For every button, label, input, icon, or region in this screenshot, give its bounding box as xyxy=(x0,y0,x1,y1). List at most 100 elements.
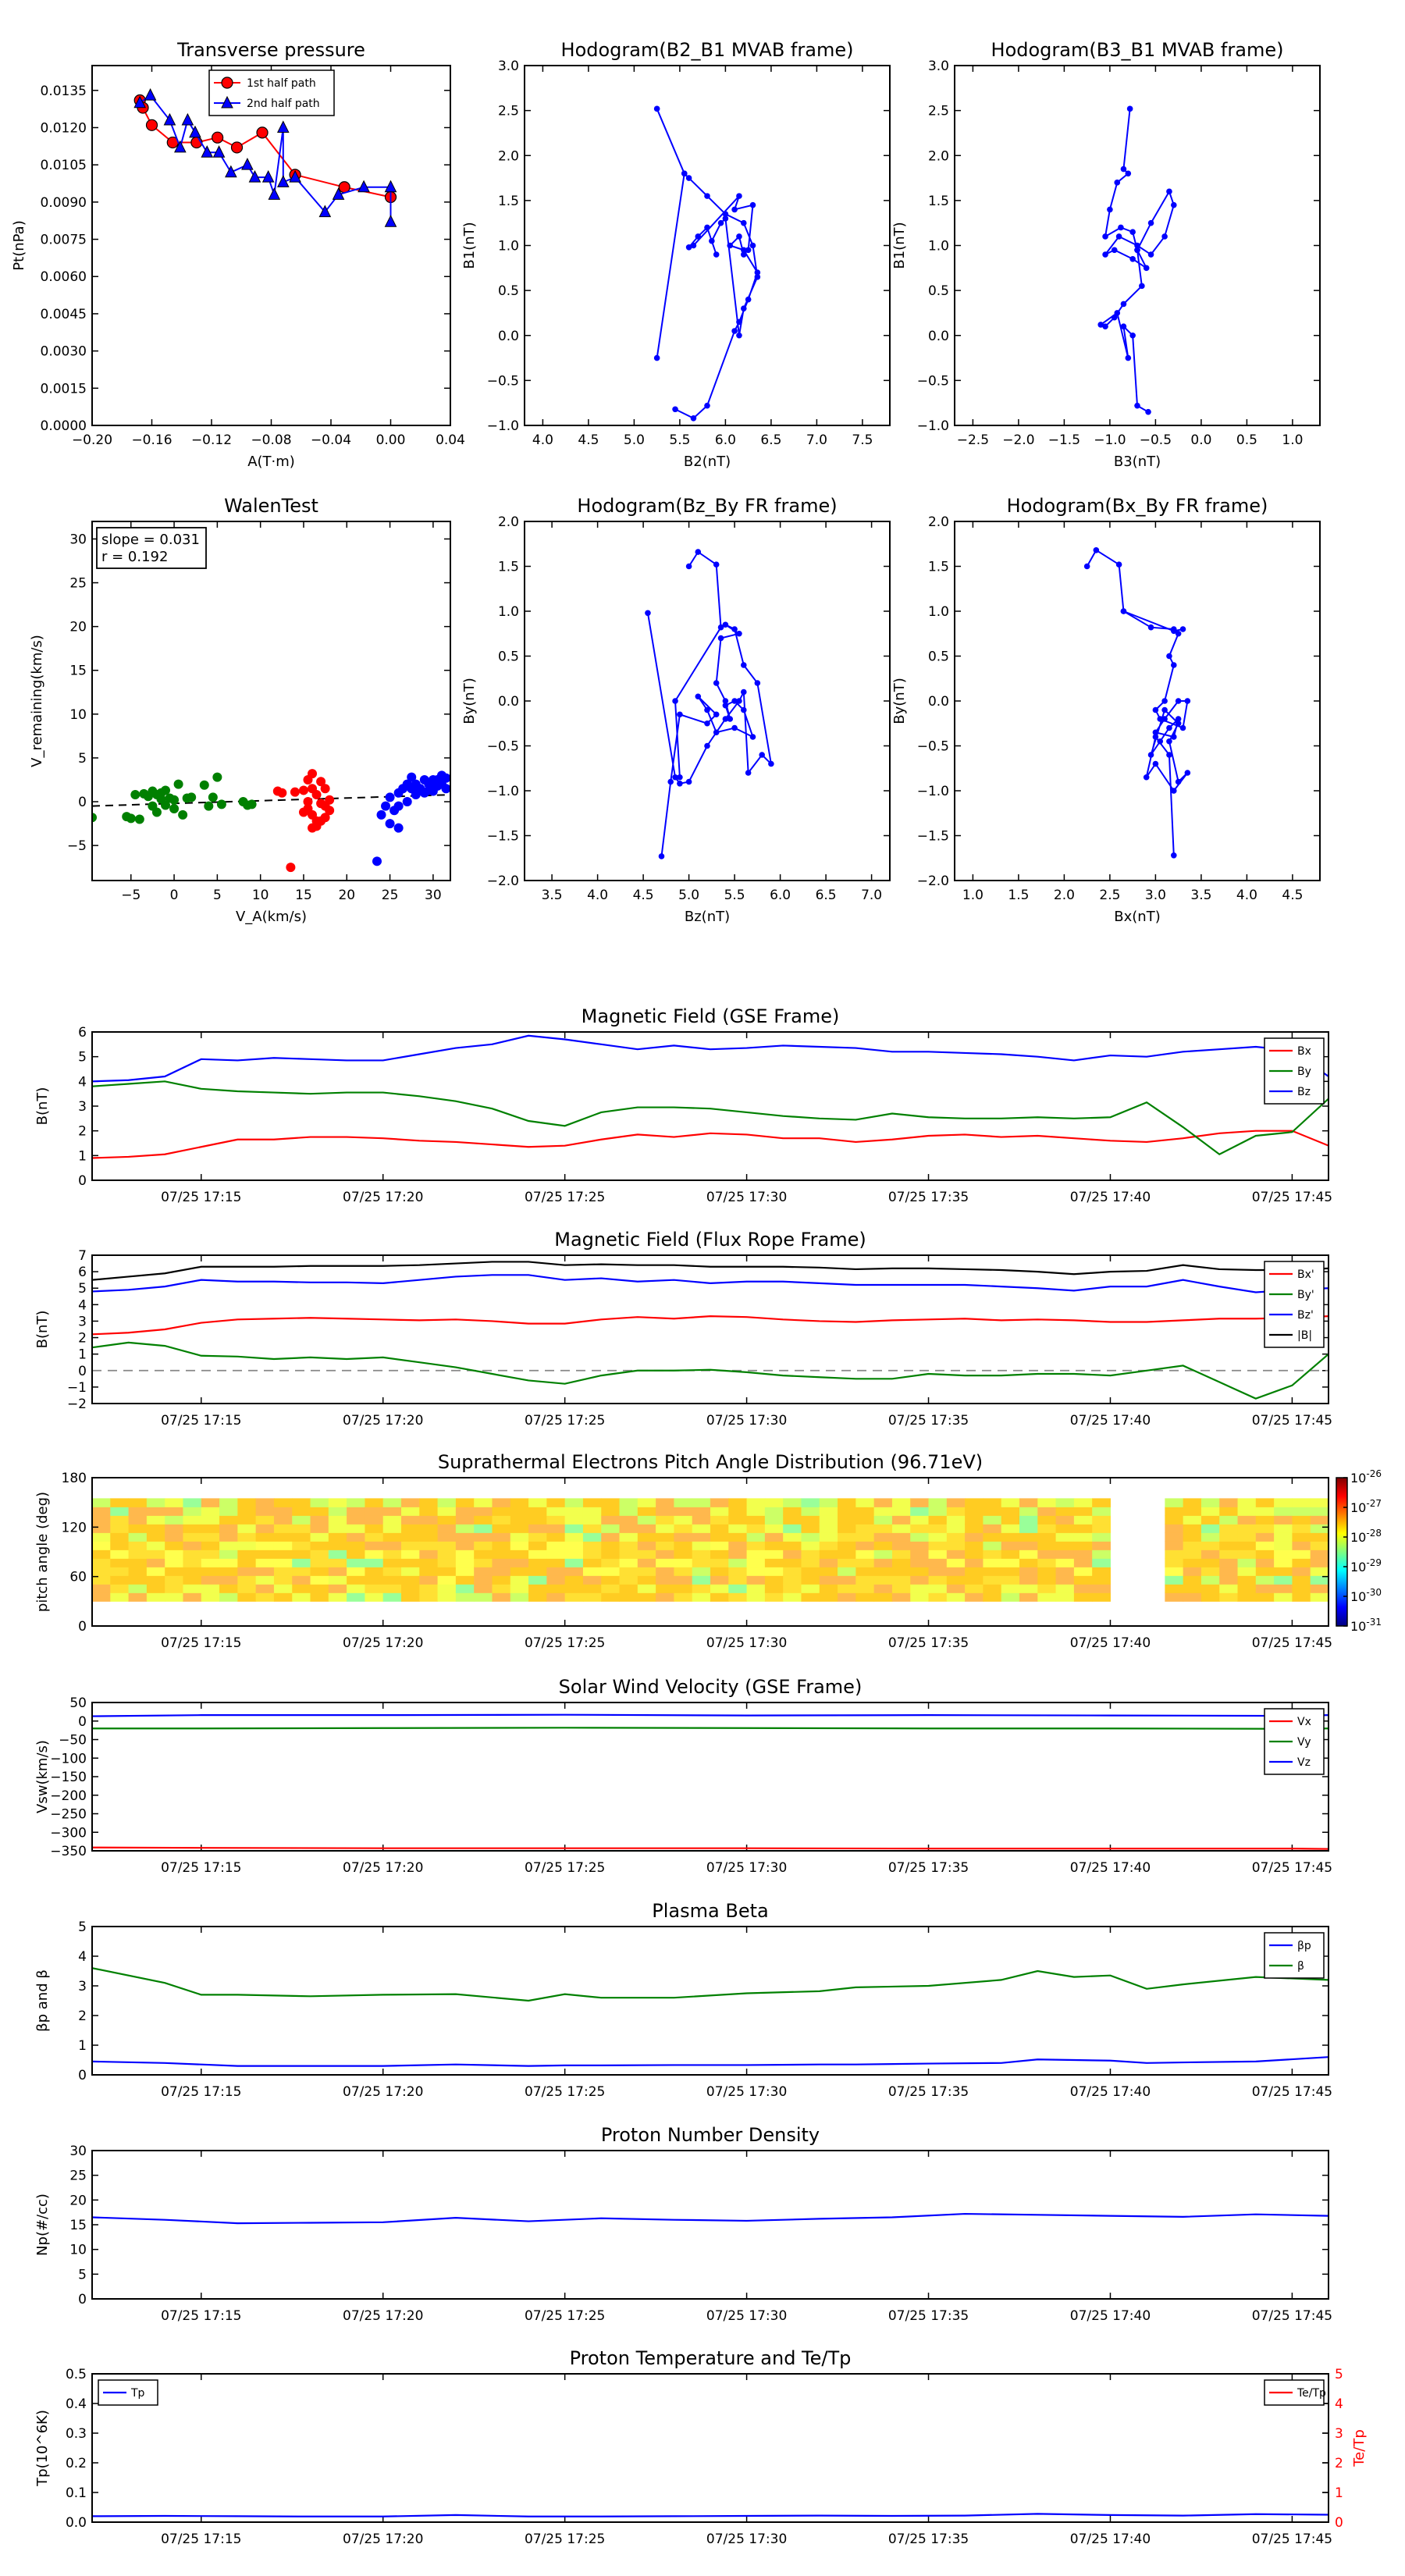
x-tick-label: 07/25 17:25 xyxy=(525,1860,605,1876)
heatmap-cell xyxy=(219,1584,238,1593)
heatmap-cell xyxy=(838,1592,856,1602)
heatmap-cell xyxy=(1237,1532,1257,1542)
data-point xyxy=(187,792,197,802)
heatmap-cell xyxy=(528,1575,547,1585)
y-axis-label: B(nT) xyxy=(34,1087,51,1126)
heatmap-cell xyxy=(1001,1498,1020,1507)
heatmap-cell xyxy=(1055,1532,1075,1542)
legend: Te/Tp xyxy=(1264,2379,1326,2406)
y-tick-label: 7 xyxy=(78,1248,87,1264)
legend-label: Te/Tp xyxy=(1297,2387,1326,2400)
heatmap-cell xyxy=(965,1575,984,1585)
y-tick-label: 6 xyxy=(78,1265,87,1280)
data-point xyxy=(1114,180,1121,186)
legend-label: Tp xyxy=(130,2387,145,2400)
legend-label: Bx xyxy=(1297,1045,1311,1058)
y-tick-label: −1.0 xyxy=(917,418,949,434)
data-point xyxy=(151,807,162,817)
heatmap-cell xyxy=(1219,1592,1239,1602)
colorbar-bar xyxy=(1336,1477,1348,1627)
heatmap-cell xyxy=(128,1498,148,1507)
data-point xyxy=(704,742,710,749)
data-point xyxy=(713,680,720,686)
data-point xyxy=(722,716,729,722)
heatmap-cell xyxy=(983,1532,1002,1542)
heatmap-cell xyxy=(946,1575,966,1585)
data-point xyxy=(749,242,756,249)
heatmap-cell xyxy=(891,1498,911,1507)
heatmap-cell xyxy=(1274,1584,1293,1593)
x-tick-label: 07/25 17:35 xyxy=(888,1635,969,1651)
heatmap-cell xyxy=(455,1567,475,1576)
heatmap-cell xyxy=(801,1558,820,1567)
series-line xyxy=(1086,549,1189,856)
heatmap-cell xyxy=(1237,1558,1257,1567)
heatmap-cell xyxy=(692,1524,711,1533)
heatmap-cell xyxy=(1037,1515,1057,1525)
heatmap-cell xyxy=(273,1575,293,1585)
data-point xyxy=(759,752,765,758)
data-point xyxy=(1166,724,1172,731)
heatmap-cell xyxy=(546,1541,566,1550)
heatmap-cell xyxy=(710,1550,729,1559)
data-point xyxy=(1129,332,1136,339)
y-tick-label: 15 xyxy=(69,2218,87,2233)
heatmap-cell xyxy=(1292,1507,1311,1516)
colorbar-tick-label: 10-30 xyxy=(1350,1587,1382,1604)
heatmap-cell xyxy=(419,1592,439,1602)
data-point xyxy=(709,237,715,244)
annotation-frame xyxy=(96,527,207,569)
heatmap-cell xyxy=(1292,1524,1311,1533)
data-point xyxy=(225,165,237,178)
heatmap-cell xyxy=(728,1592,748,1602)
heatmap-cell xyxy=(637,1507,656,1516)
heatmap-cell xyxy=(347,1592,365,1602)
data-point xyxy=(677,711,683,718)
x-tick-label: 07/25 17:30 xyxy=(706,1413,787,1429)
plot-area xyxy=(645,549,774,859)
x-tick-label: 07/25 17:15 xyxy=(161,1413,241,1429)
heatmap-cell xyxy=(347,1567,365,1576)
heatmap-cell xyxy=(692,1507,711,1516)
data-point xyxy=(1111,314,1118,321)
y-tick-label: 2 xyxy=(78,1331,87,1347)
chart-title: Hodogram(Bz_By FR frame) xyxy=(577,495,837,517)
heatmap-cell xyxy=(1001,1507,1020,1516)
heatmap-cell xyxy=(1310,1558,1329,1567)
chart-title: WalenTest xyxy=(224,495,318,517)
heatmap-cell xyxy=(1237,1550,1257,1559)
data-point xyxy=(736,193,742,199)
axes-frame xyxy=(91,2150,1329,2300)
heatmap-cell xyxy=(1200,1558,1220,1567)
x-tick-label: 07/25 17:15 xyxy=(161,2308,241,2324)
legend-label: Vx xyxy=(1297,1716,1311,1728)
heatmap-cell xyxy=(401,1575,420,1585)
heatmap-cell xyxy=(237,1575,257,1585)
heatmap-cell xyxy=(656,1592,674,1602)
heatmap-cell xyxy=(1274,1567,1293,1576)
y-tick-label: 0 xyxy=(78,1619,87,1635)
heatmap-cell xyxy=(365,1592,384,1602)
data-point xyxy=(713,251,720,258)
data-point xyxy=(722,215,729,222)
heatmap-cell xyxy=(965,1541,984,1550)
heatmap-cell xyxy=(692,1584,711,1593)
y-tick-label: −200 xyxy=(50,1788,87,1804)
heatmap-cell xyxy=(873,1515,893,1525)
y-tick-label: 0.0105 xyxy=(41,158,87,173)
heatmap-cell xyxy=(219,1575,238,1585)
y-tick-label: 1.5 xyxy=(498,194,519,209)
heatmap-cell xyxy=(347,1507,365,1516)
data-point xyxy=(745,296,752,303)
data-point xyxy=(1134,242,1140,249)
heatmap-cell xyxy=(219,1532,238,1542)
heatmap-cell xyxy=(1183,1550,1202,1559)
x-tick-label: 2.5 xyxy=(1099,888,1120,903)
chart-proton-temperature: Proton Temperature and Te/Tp 07/25 17:15 0… xyxy=(34,2347,1368,2547)
data-point xyxy=(685,778,692,785)
heatmap-cell xyxy=(692,1532,711,1542)
data-point xyxy=(1120,301,1127,308)
axes-frame xyxy=(524,521,891,881)
heatmap-cell xyxy=(419,1584,439,1593)
heatmap-cell xyxy=(674,1532,693,1542)
